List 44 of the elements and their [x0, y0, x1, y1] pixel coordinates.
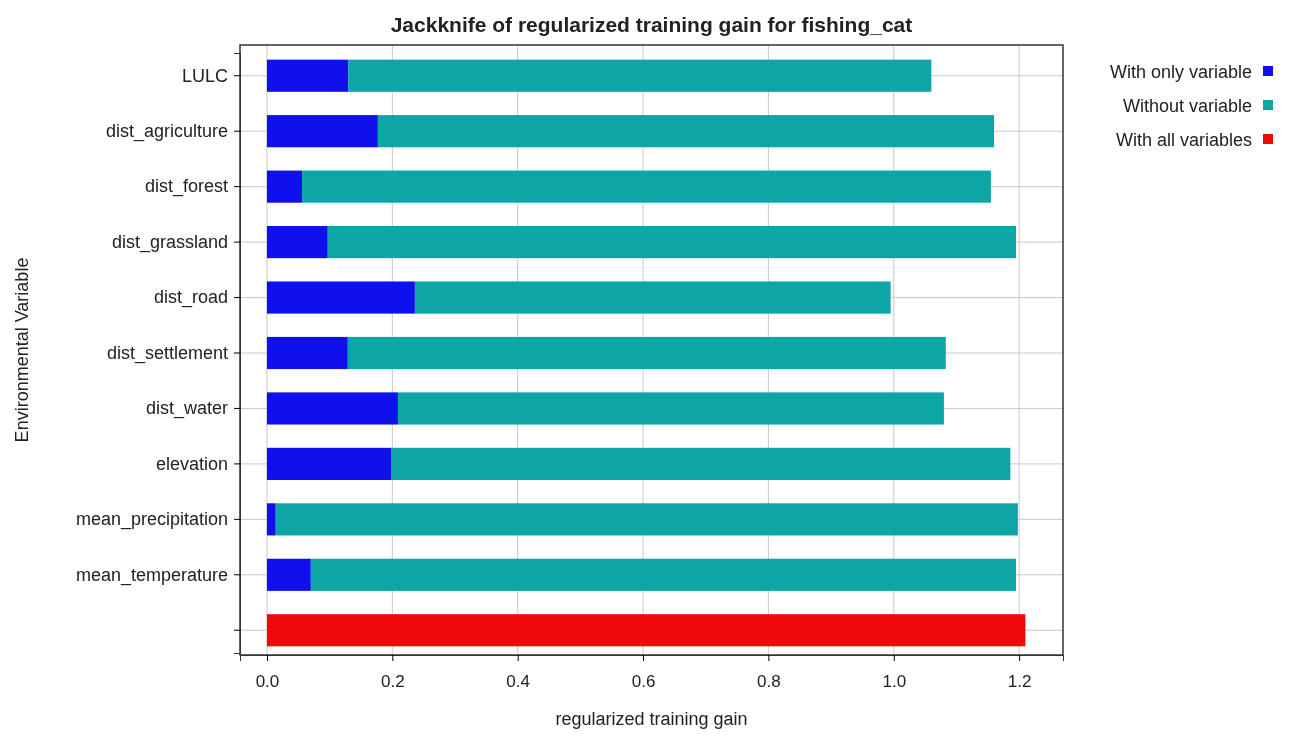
bar — [348, 59, 932, 92]
bar — [327, 226, 1016, 259]
y-axis-title: Environmental Variable — [12, 257, 32, 443]
y-tick-label: dist_agriculture — [105, 120, 228, 142]
bar — [347, 336, 946, 370]
bar — [275, 503, 1018, 536]
y-tick-label: dist_water — [145, 398, 228, 420]
y-tick-label: mean_temperature — [75, 564, 228, 586]
x-tick-label: 0.0 — [255, 672, 280, 692]
bar — [310, 558, 1016, 591]
y-tick-label: dist_grassland — [111, 231, 228, 253]
bar — [266, 336, 348, 370]
y-tick-label: elevation — [155, 453, 228, 474]
bar — [266, 59, 349, 92]
legend-label: With all variables — [1115, 130, 1252, 150]
bar — [266, 447, 392, 480]
bar — [266, 226, 328, 259]
x-axis-title: regularized training gain — [555, 709, 748, 729]
bar — [266, 281, 415, 314]
legend-label: With only variable — [1109, 62, 1252, 82]
chart-title: Jackknife of regularized training gain for fishing_cat — [390, 13, 913, 36]
x-tick-label: 1.2 — [1007, 672, 1032, 692]
bar — [266, 558, 311, 591]
x-tick-label: 0.6 — [631, 672, 656, 692]
x-tick-label: 0.2 — [380, 672, 405, 692]
bar — [377, 115, 995, 148]
x-tick-label: 1.0 — [882, 672, 907, 692]
x-tick-label: 0.4 — [506, 672, 530, 692]
y-tick-label: dist_settlement — [106, 342, 228, 364]
y-tick-label: dist_road — [153, 287, 228, 309]
bar — [266, 392, 398, 425]
bar — [266, 115, 378, 148]
bar — [397, 392, 944, 425]
y-tick-label: mean_precipitation — [75, 509, 228, 531]
bar — [414, 281, 891, 314]
bar — [391, 447, 1011, 480]
bar — [266, 614, 1026, 647]
bar — [266, 170, 303, 203]
bar — [302, 170, 991, 203]
y-tick-label: LULC — [181, 65, 228, 86]
x-tick-label: 0.8 — [757, 672, 781, 692]
y-tick-label: dist_forest — [144, 176, 228, 198]
bar — [266, 503, 276, 536]
legend-label: Without variable — [1122, 96, 1252, 116]
